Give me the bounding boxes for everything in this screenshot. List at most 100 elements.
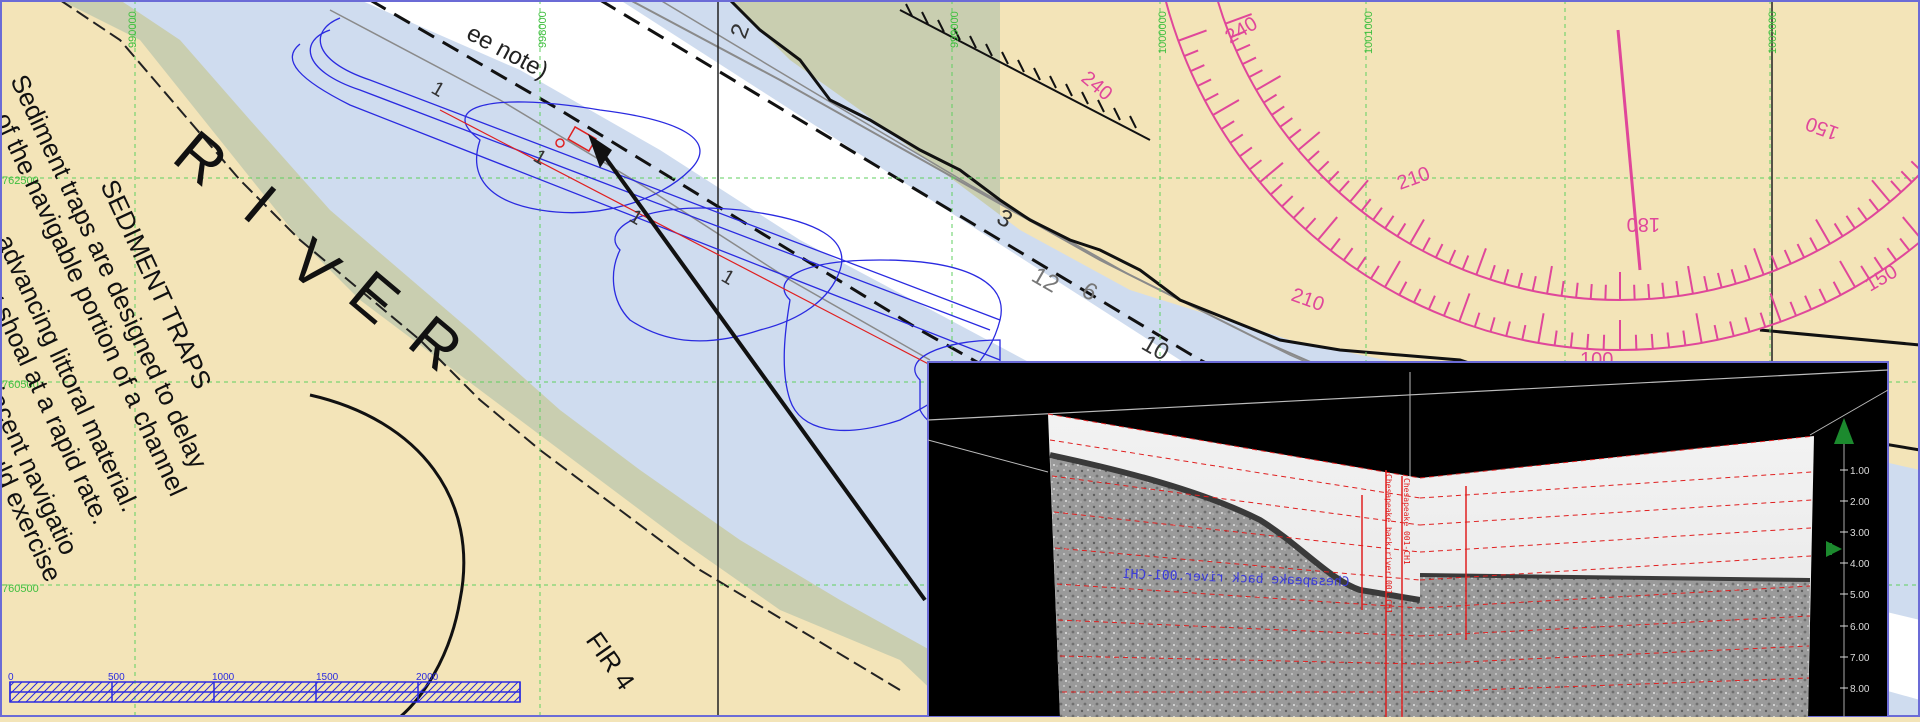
compass-tick [1372, 207, 1383, 221]
grid-label-x: 999000 [949, 11, 961, 48]
grid-label-y: 762500 [2, 175, 39, 187]
compass-tick [1505, 321, 1511, 337]
compass-tick [1271, 105, 1285, 116]
depth-tick-label: 7.00 [1850, 653, 1870, 664]
compass-tick [1458, 293, 1471, 322]
compass-tick [1744, 264, 1751, 280]
compass-tick [1753, 248, 1765, 276]
compass-tick [1553, 330, 1558, 346]
compass-tick [1212, 99, 1240, 116]
compass-tick [1560, 280, 1565, 297]
compass-tick [1224, 13, 1252, 25]
compass-tick [1695, 313, 1703, 344]
compass-tick [1537, 313, 1545, 344]
compass-tick [1769, 293, 1782, 322]
compass-tick [1818, 288, 1827, 303]
compass-tick [1338, 180, 1350, 193]
compass-tick [1783, 249, 1792, 265]
compass-tick [1687, 265, 1694, 294]
compass-tick [1682, 330, 1687, 346]
compass-tick [1307, 150, 1320, 162]
scale-tick-label: 0 [8, 672, 14, 683]
compass-tick [1235, 43, 1251, 52]
compass-tick [1647, 283, 1651, 300]
compass-tick [1327, 170, 1340, 183]
compass-tick [1427, 295, 1436, 310]
compass-label: 180 [1627, 213, 1660, 235]
compass-tick [1890, 180, 1902, 193]
compass-tick [1759, 312, 1767, 328]
compass-tick [1717, 272, 1723, 288]
grid-label-y: 760500 [2, 379, 39, 391]
compass-tick [1910, 160, 1920, 172]
compass-tick [1279, 117, 1293, 128]
compass-tick [1421, 237, 1431, 252]
arrow-head-icon [588, 134, 612, 168]
compass-tick [1832, 281, 1842, 296]
compass-tick [1263, 93, 1278, 104]
compass-tick [1661, 282, 1665, 298]
compass-tick [1868, 198, 1880, 212]
compass-tick [1815, 218, 1831, 245]
scale-tick-label: 500 [108, 672, 125, 683]
compass-tick [1197, 78, 1212, 87]
compass-tick [1833, 222, 1844, 237]
compass-tick [1789, 301, 1797, 317]
compass-tick [1384, 260, 1401, 288]
compass-tick [1349, 179, 1369, 203]
compass-tick [1183, 49, 1199, 57]
survey-tracks [291, 17, 1002, 432]
compass-tick [1730, 269, 1737, 285]
compass-tick [1249, 159, 1263, 171]
compass-tick [1729, 321, 1735, 337]
sonar-vertical-label: Chesapeake 001-CH1 [1402, 478, 1411, 565]
compass-tick [1255, 75, 1282, 91]
compass-tick [1602, 334, 1606, 350]
navigation-channel [360, 0, 1920, 700]
depth-tick-label: 1.00 [1850, 466, 1870, 477]
compass-tick [1604, 284, 1607, 300]
compass-tick [1220, 120, 1235, 130]
compass-tick [1259, 162, 1284, 183]
north-arrow-icon[interactable] [1834, 418, 1854, 444]
compass-tick [1288, 128, 1302, 140]
depth-tick-label: 8.00 [1850, 684, 1870, 695]
compass-tick [1546, 265, 1553, 294]
compass-tick [1342, 247, 1354, 261]
compass-tick [1473, 312, 1481, 328]
compass-tick [1304, 217, 1317, 230]
compass-tick [1650, 333, 1654, 349]
depth-tick-label: 2.00 [1850, 497, 1870, 508]
depth-tick-label: 4.00 [1850, 559, 1870, 570]
compass-tick [1489, 264, 1496, 280]
compass-tick [1521, 324, 1527, 340]
compass-tick [1409, 218, 1425, 245]
position-marker-icon[interactable] [555, 138, 565, 148]
scale-tick-label: 2000 [416, 672, 439, 683]
compass-tick [1900, 170, 1913, 183]
compass-tick [1204, 92, 1219, 102]
grid-label-x: 1000000 [1157, 11, 1169, 54]
compass-tick [1270, 183, 1283, 196]
compass-tick [1190, 64, 1205, 73]
compass-tick [1886, 247, 1898, 261]
sonar-3d-panel[interactable]: Chesapeake back river.001-CH1 Chesapeake… [927, 361, 1889, 718]
compass-tick [1503, 269, 1510, 285]
compass-tick [1796, 243, 1806, 258]
compass-tick [1809, 237, 1819, 252]
compass-tick [1569, 332, 1574, 348]
compass-tick [1575, 282, 1579, 298]
compass-tick [1517, 272, 1523, 288]
compass-tick [1229, 133, 1244, 144]
compass-tick [1384, 215, 1395, 229]
depth-tick-label: 3.00 [1850, 528, 1870, 539]
scale-tick-label: 1500 [316, 672, 339, 683]
compass-tick [1675, 280, 1680, 297]
compass-tick [1317, 216, 1338, 241]
compass-tick [1239, 146, 1253, 158]
compass-tick [1586, 333, 1590, 349]
grid-label-x: 990000 [127, 11, 139, 48]
compass-tick [1703, 275, 1709, 292]
railway-line [899, 3, 1151, 141]
